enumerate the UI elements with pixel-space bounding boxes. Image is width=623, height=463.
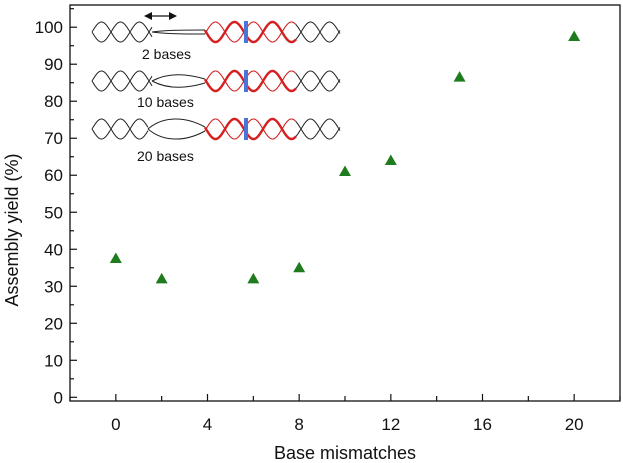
- mismatch-loop: [147, 118, 206, 130]
- x-axis-ticks: [69, 394, 621, 401]
- y-tick-label: 40: [44, 240, 63, 259]
- highlight-strand: [203, 69, 297, 93]
- dna-helix-row: [91, 117, 341, 141]
- dna-mismatch-inset: 2 bases 10 bases 20 bases: [91, 12, 341, 164]
- y-axis-ticks: [70, 8, 77, 398]
- mismatch-loop: [151, 74, 206, 82]
- data-point-triangle: [109, 252, 122, 264]
- blue-marker: [244, 21, 248, 43]
- inset-label-10-bases: 10 bases: [137, 94, 194, 110]
- x-tick-label: 8: [294, 415, 303, 434]
- blue-marker: [244, 70, 248, 92]
- dna-helix-row: [91, 20, 341, 44]
- data-point-triangle: [339, 165, 351, 177]
- y-tick-label: 50: [44, 203, 63, 222]
- data-points: [109, 30, 581, 284]
- x-axis-tick-labels: 0 4 8 12 16 20: [111, 415, 584, 434]
- data-point-triangle: [568, 30, 581, 41]
- y-tick-label: 20: [44, 314, 63, 333]
- blue-marker: [244, 118, 248, 140]
- x-axis-title: Base mismatches: [274, 443, 416, 463]
- dna-helix-row: [91, 69, 341, 93]
- data-point-triangle: [453, 71, 466, 82]
- inset-label-20-bases: 20 bases: [137, 148, 194, 164]
- y-tick-label: 10: [44, 351, 63, 370]
- x-tick-label: 16: [473, 415, 492, 434]
- highlight-strand: [203, 117, 297, 141]
- data-point-triangle: [384, 154, 397, 165]
- y-tick-label: 90: [44, 55, 63, 74]
- y-tick-label: 100: [35, 18, 63, 37]
- data-point-triangle: [247, 272, 260, 284]
- y-tick-label: 60: [44, 166, 63, 185]
- y-tick-label: 80: [44, 92, 63, 111]
- mismatch-loop: [151, 29, 206, 33]
- x-tick-label: 4: [203, 415, 212, 434]
- mismatch-loop: [151, 31, 206, 35]
- y-tick-label: 30: [44, 277, 63, 296]
- y-tick-label: 70: [44, 129, 63, 148]
- data-point-triangle: [155, 272, 168, 284]
- mismatch-loop: [151, 80, 206, 88]
- y-axis-tick-labels: 0 10 20 30 40 50 60 70 80 90 100: [35, 18, 63, 407]
- mismatch-loop: [147, 128, 206, 140]
- x-tick-label: 12: [381, 415, 400, 434]
- y-tick-label: 0: [54, 388, 63, 407]
- x-tick-label: 20: [565, 415, 584, 434]
- inset-label-2-bases: 2 bases: [142, 46, 191, 62]
- data-point-triangle: [293, 261, 306, 273]
- y-axis-title: Assembly yield (%): [2, 153, 22, 306]
- highlight-strand: [203, 20, 297, 44]
- plot-frame: [69, 4, 621, 402]
- x-tick-label: 0: [111, 415, 120, 434]
